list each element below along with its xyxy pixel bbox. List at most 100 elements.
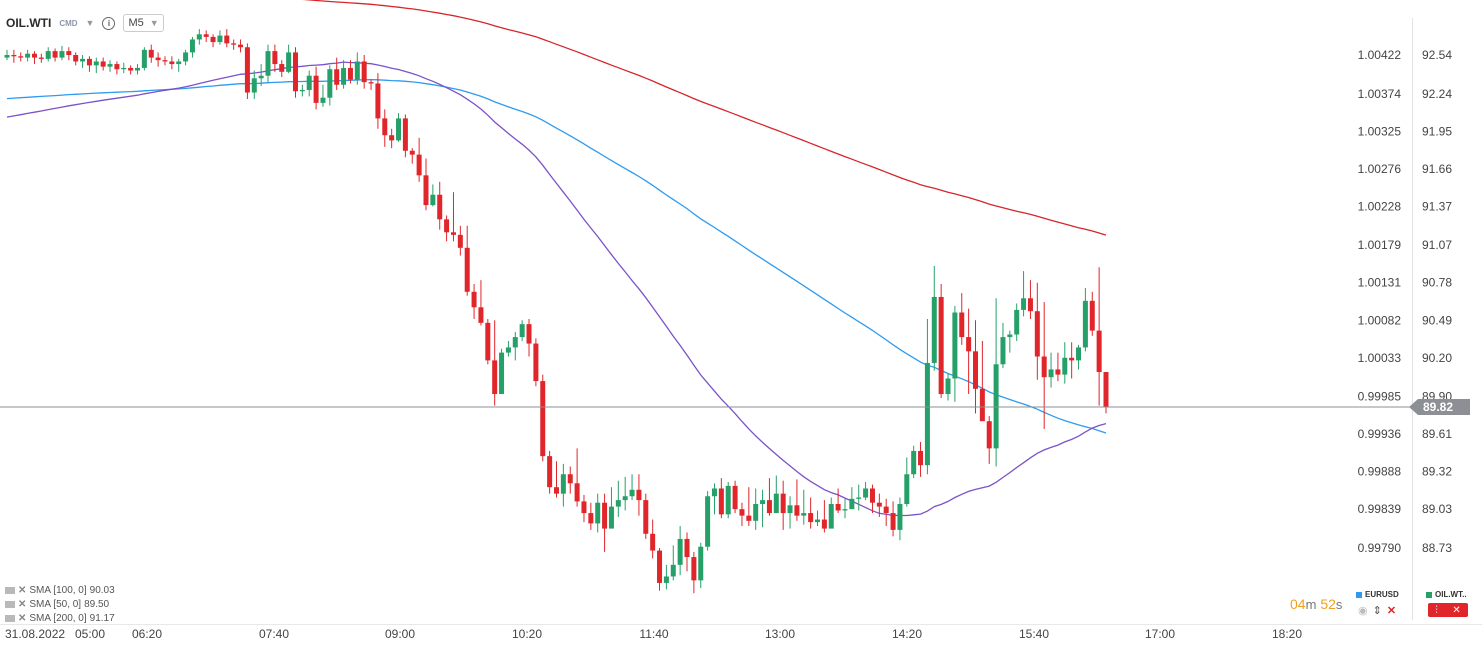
timeframe-select[interactable]: M5 ▼: [123, 14, 164, 32]
candle[interactable]: [904, 457, 910, 507]
candle[interactable]: [334, 57, 340, 90]
candle[interactable]: [643, 493, 649, 539]
candle[interactable]: [148, 44, 154, 63]
candle[interactable]: [512, 331, 518, 361]
candle[interactable]: [588, 502, 594, 530]
candle[interactable]: [396, 113, 402, 142]
candle[interactable]: [368, 79, 374, 90]
candle[interactable]: [842, 498, 848, 519]
candle[interactable]: [107, 60, 113, 72]
candle[interactable]: [670, 545, 676, 581]
candle[interactable]: [38, 53, 44, 63]
candle[interactable]: [183, 49, 189, 66]
eye-icon[interactable]: ◉: [1358, 605, 1368, 617]
candle[interactable]: [1041, 302, 1047, 429]
candle[interactable]: [794, 479, 800, 521]
candle[interactable]: [485, 318, 491, 365]
candle[interactable]: [382, 109, 388, 147]
candle[interactable]: [979, 340, 985, 422]
candle[interactable]: [1103, 372, 1109, 414]
candle[interactable]: [457, 225, 463, 256]
candle[interactable]: [533, 338, 539, 387]
candle[interactable]: [911, 445, 917, 479]
candle[interactable]: [876, 493, 882, 517]
candle[interactable]: [45, 47, 51, 62]
candle[interactable]: [189, 36, 195, 58]
candle[interactable]: [801, 489, 807, 525]
candle[interactable]: [918, 441, 924, 477]
candle[interactable]: [1034, 282, 1040, 380]
candle[interactable]: [1069, 342, 1075, 379]
candle[interactable]: [698, 542, 704, 589]
candle[interactable]: [986, 416, 992, 464]
candle[interactable]: [732, 480, 738, 514]
candle[interactable]: [169, 56, 175, 70]
candle[interactable]: [821, 500, 827, 533]
candle[interactable]: [608, 487, 614, 529]
candle[interactable]: [684, 532, 690, 572]
candle[interactable]: [1014, 303, 1020, 341]
candle[interactable]: [499, 348, 505, 395]
candle[interactable]: [828, 497, 834, 529]
close-icon[interactable]: ✕: [18, 598, 27, 610]
compare-oil[interactable]: OIL.WT..: [1426, 590, 1467, 599]
candle[interactable]: [176, 58, 182, 72]
close-icon[interactable]: ✕: [18, 612, 27, 624]
candle[interactable]: [375, 73, 381, 129]
candle[interactable]: [1082, 287, 1088, 352]
candle[interactable]: [341, 60, 347, 89]
candle[interactable]: [1027, 280, 1033, 319]
candle[interactable]: [244, 43, 250, 99]
candle[interactable]: [711, 483, 717, 515]
candle[interactable]: [450, 192, 456, 242]
candle[interactable]: [547, 450, 553, 494]
candle[interactable]: [347, 60, 353, 84]
candle[interactable]: [657, 548, 663, 591]
candle[interactable]: [327, 65, 333, 106]
candle[interactable]: [11, 49, 17, 63]
candle[interactable]: [505, 340, 511, 357]
candle[interactable]: [705, 491, 711, 551]
candle[interactable]: [718, 478, 724, 519]
candle[interactable]: [815, 510, 821, 527]
candle[interactable]: [18, 52, 24, 62]
candle[interactable]: [622, 476, 628, 511]
candle[interactable]: [849, 487, 855, 510]
candle[interactable]: [739, 502, 745, 527]
candle[interactable]: [25, 49, 31, 62]
candle[interactable]: [519, 320, 525, 341]
compare-eurusd[interactable]: EURUSD: [1356, 590, 1399, 599]
candle[interactable]: [691, 551, 697, 594]
candle[interactable]: [238, 39, 244, 53]
candle[interactable]: [299, 84, 305, 97]
candle[interactable]: [231, 39, 237, 50]
candle[interactable]: [897, 497, 903, 541]
candle[interactable]: [265, 44, 271, 83]
candle[interactable]: [753, 488, 759, 530]
candle[interactable]: [100, 57, 106, 71]
candle[interactable]: [162, 56, 168, 66]
candle[interactable]: [224, 29, 230, 48]
candle[interactable]: [59, 45, 65, 61]
indicator-icon[interactable]: [5, 600, 15, 608]
info-icon[interactable]: i: [102, 16, 116, 30]
candle[interactable]: [787, 496, 793, 529]
candle[interactable]: [258, 64, 264, 87]
candle[interactable]: [128, 65, 134, 75]
candle[interactable]: [602, 493, 608, 552]
candle[interactable]: [938, 284, 944, 398]
candle[interactable]: [203, 30, 209, 43]
candle[interactable]: [746, 487, 752, 527]
candle[interactable]: [114, 61, 120, 75]
candle[interactable]: [4, 49, 10, 61]
candle[interactable]: [155, 52, 161, 67]
candle[interactable]: [650, 519, 656, 559]
candle[interactable]: [780, 480, 786, 530]
candle[interactable]: [766, 478, 772, 516]
candle[interactable]: [595, 493, 601, 533]
candle[interactable]: [464, 225, 470, 296]
close-icon[interactable]: ✕: [1386, 605, 1397, 617]
candle[interactable]: [835, 488, 841, 514]
candle[interactable]: [86, 56, 92, 72]
candle[interactable]: [636, 474, 642, 516]
